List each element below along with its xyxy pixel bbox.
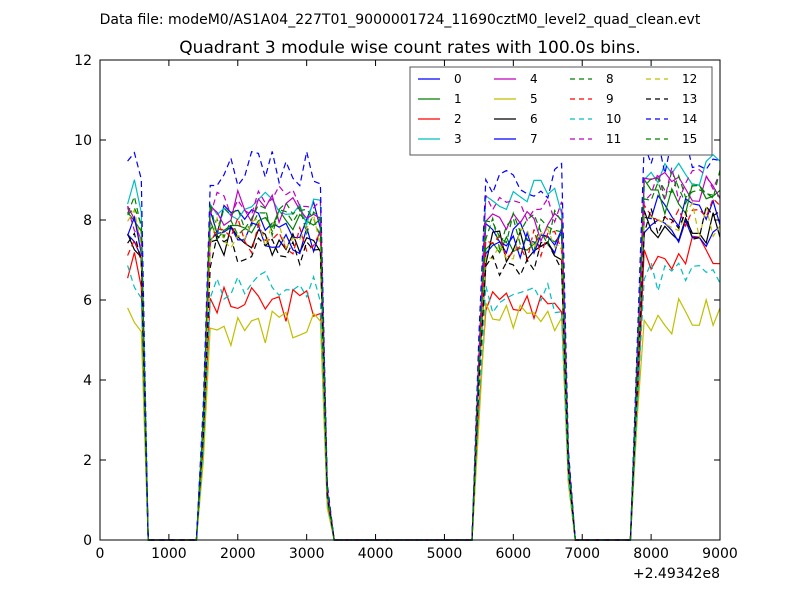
x-tick-label: 4000 bbox=[358, 546, 394, 562]
y-tick-label: 10 bbox=[74, 133, 92, 149]
series-line-3 bbox=[127, 153, 721, 541]
x-tick-label: 6000 bbox=[496, 546, 532, 562]
x-axis-offset-label: +2.49342e8 bbox=[633, 566, 720, 582]
y-tick-label: 6 bbox=[83, 293, 92, 309]
x-tick-label: 8000 bbox=[633, 546, 669, 562]
legend-box bbox=[409, 66, 713, 156]
series-line-9 bbox=[127, 197, 721, 541]
chart-title: Quadrant 3 module wise count rates with … bbox=[179, 38, 640, 58]
series-line-12 bbox=[127, 201, 721, 541]
legend-label-14: 14 bbox=[682, 112, 697, 126]
x-tick-label: 5000 bbox=[427, 546, 463, 562]
series-line-5 bbox=[127, 297, 721, 541]
legend-label-5: 5 bbox=[530, 92, 538, 106]
series-line-0 bbox=[127, 194, 721, 541]
legend-label-2: 2 bbox=[454, 112, 462, 126]
legend-label-7: 7 bbox=[530, 132, 538, 146]
x-tick-label: 1000 bbox=[151, 546, 187, 562]
legend-label-10: 10 bbox=[606, 112, 621, 126]
y-tick-label: 4 bbox=[83, 373, 92, 389]
x-tick-label: 7000 bbox=[564, 546, 600, 562]
y-tick-label: 0 bbox=[83, 533, 92, 549]
y-tick-label: 2 bbox=[83, 453, 92, 469]
series-line-4 bbox=[127, 171, 721, 541]
legend-label-6: 6 bbox=[530, 112, 538, 126]
legend-label-9: 9 bbox=[606, 92, 614, 106]
series-line-7 bbox=[127, 214, 721, 541]
series-line-13 bbox=[127, 204, 721, 541]
x-tick-label: 9000 bbox=[702, 546, 738, 562]
legend-label-0: 0 bbox=[454, 72, 462, 86]
series-line-11 bbox=[127, 167, 721, 541]
y-tick-label: 8 bbox=[83, 213, 92, 229]
legend-label-1: 1 bbox=[454, 92, 462, 106]
legend-label-13: 13 bbox=[682, 92, 697, 106]
legend-label-3: 3 bbox=[454, 132, 462, 146]
legend-label-4: 4 bbox=[530, 72, 538, 86]
x-tick-label: 3000 bbox=[289, 546, 325, 562]
legend-label-8: 8 bbox=[606, 72, 614, 86]
series-line-6 bbox=[127, 210, 721, 541]
y-tick-label: 12 bbox=[74, 53, 92, 69]
legend-label-12: 12 bbox=[682, 72, 697, 86]
series-line-8 bbox=[127, 168, 721, 541]
series-line-14 bbox=[127, 137, 721, 541]
legend-label-15: 15 bbox=[682, 132, 697, 146]
figure-suptitle: Data file: modeM0/AS1A04_227T01_90000017… bbox=[100, 12, 701, 28]
x-tick-label: 0 bbox=[96, 546, 105, 562]
series-line-15 bbox=[127, 170, 721, 541]
series-line-10 bbox=[127, 260, 721, 541]
series-layer bbox=[127, 137, 721, 541]
x-tick-label: 2000 bbox=[220, 546, 256, 562]
axis-ticks: 0 1000 2000 3000 4000 5000 6000 7000 8000 9000 0 2 4… bbox=[74, 53, 738, 562]
legend-label-11: 11 bbox=[606, 132, 621, 146]
